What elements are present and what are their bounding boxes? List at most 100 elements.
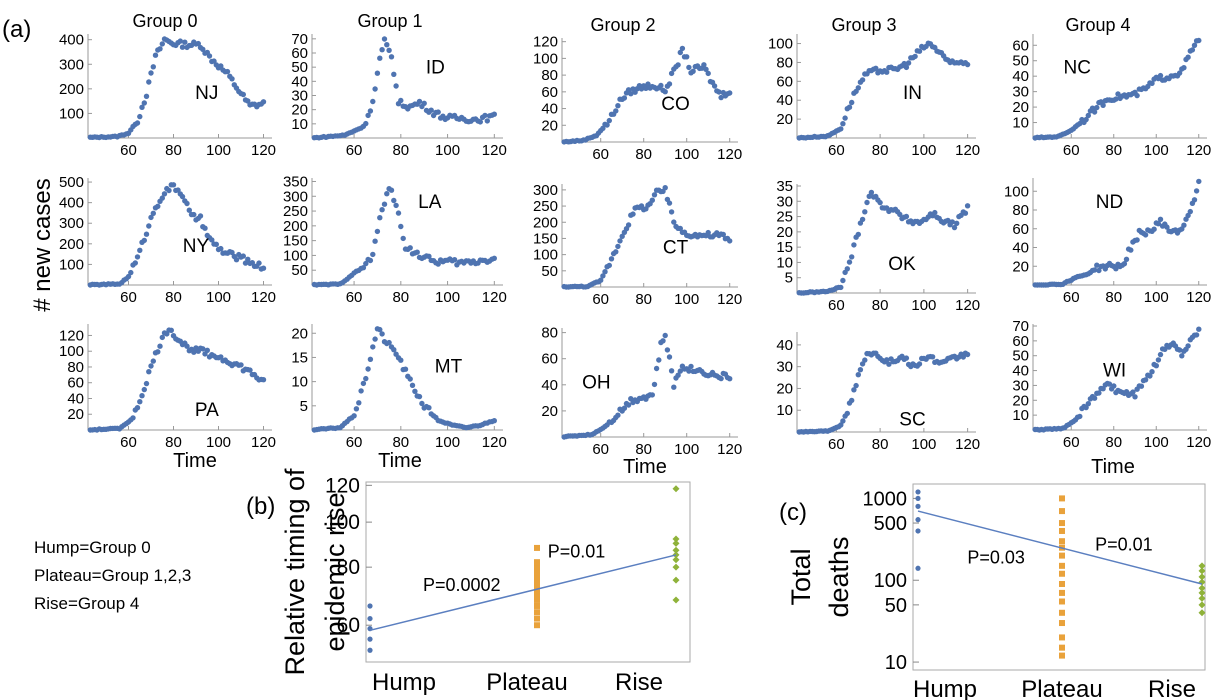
data-point [1077, 120, 1083, 127]
point-plateau [534, 615, 540, 622]
data-point [407, 376, 413, 382]
data-point [168, 327, 174, 333]
y-tick-label: 80 [541, 325, 558, 342]
y-tick-label: 250 [283, 203, 308, 220]
y-tick-label: 200 [59, 81, 84, 98]
data-point [150, 358, 156, 364]
data-point [1085, 401, 1092, 407]
state-label: MT [435, 357, 463, 378]
data-point [1185, 343, 1191, 349]
y-tick-label: 40 [541, 377, 558, 394]
x-tick-label: 60 [592, 291, 609, 308]
data-point [184, 343, 190, 349]
data-point [155, 349, 161, 355]
legend: Hump=Group 0 Plateau=Group 1,2,3 Rise=Gr… [34, 538, 191, 613]
data-point [677, 49, 683, 56]
data-point [1196, 178, 1202, 185]
data-point [916, 361, 923, 367]
data-point [155, 203, 161, 209]
point-plateau [1059, 562, 1065, 569]
x-tick-label: 80 [872, 297, 889, 314]
data-point [363, 375, 369, 382]
data-point [1142, 377, 1149, 383]
data-point [846, 104, 853, 110]
data-point [245, 256, 251, 262]
data-point [838, 422, 844, 428]
data-point [658, 82, 664, 89]
data-point [1113, 266, 1119, 272]
data-point [414, 249, 420, 255]
data-point [435, 261, 441, 267]
y-tick-label: 100 [59, 256, 84, 273]
data-point [964, 351, 971, 358]
y-tick-label: 80 [337, 556, 360, 579]
group-title: Group 4 [1065, 15, 1130, 35]
x-tick-label: 60 [346, 289, 363, 306]
data-point [1083, 116, 1089, 123]
data-point [416, 393, 423, 400]
data-point [630, 211, 636, 217]
y-tick-label: 200 [59, 236, 84, 253]
x-tick-label: 80 [1105, 289, 1122, 306]
data-point [374, 70, 381, 76]
point-hump [367, 615, 373, 622]
y-tick-label: 250 [533, 198, 558, 215]
data-point [903, 355, 910, 361]
point-plateau [1059, 538, 1065, 545]
point-plateau [534, 602, 540, 609]
data-point [412, 388, 418, 394]
state-label: NY [183, 236, 210, 257]
data-point [381, 201, 388, 207]
data-point [137, 247, 143, 253]
point-plateau [1059, 644, 1065, 651]
data-point [391, 347, 397, 353]
data-point [1132, 394, 1138, 400]
y-tick-label: 50 [1012, 53, 1029, 70]
y-tick-label: 30 [776, 359, 793, 376]
data-point [141, 386, 147, 393]
data-point [600, 273, 606, 279]
data-point [606, 117, 612, 124]
data-point [482, 112, 488, 119]
point-plateau [534, 544, 540, 551]
data-point [159, 195, 165, 201]
data-point [139, 393, 145, 399]
x-tick-label: 120 [955, 436, 980, 453]
y-tick-label: 60 [1012, 333, 1029, 350]
data-point [428, 107, 434, 113]
time-label-col1: Time [378, 450, 422, 472]
data-point [711, 83, 718, 89]
x-tick-label: 100 [435, 142, 460, 159]
x-tick-label: 120 [955, 297, 980, 314]
data-point [703, 66, 709, 73]
panel-label-c: (c) [779, 499, 807, 526]
data-point [649, 392, 655, 398]
group-title: Group 3 [831, 15, 896, 35]
data-point [1185, 54, 1191, 60]
x-tick-label: 100 [911, 297, 936, 314]
y-tick-label: 60 [291, 45, 308, 62]
data-point [379, 47, 385, 53]
data-point [912, 53, 918, 60]
data-point [491, 111, 497, 117]
y-axis-label-line2: epidemic rise [320, 492, 350, 651]
y-tick-label: 40 [1012, 240, 1029, 257]
data-point [260, 377, 267, 383]
data-point [161, 191, 168, 197]
data-point [705, 229, 711, 236]
data-point [1149, 369, 1155, 375]
data-point [857, 367, 864, 373]
data-point [662, 185, 668, 191]
y-tick-label: 5 [785, 270, 793, 287]
data-point [141, 100, 147, 106]
x-tick-label: 100 [206, 434, 231, 451]
y-tick-label: 20 [541, 403, 558, 420]
data-point [484, 118, 490, 124]
data-point [954, 220, 960, 226]
data-point [1113, 96, 1119, 102]
x-tick-label: 120 [717, 146, 742, 163]
data-point [671, 219, 677, 225]
point-rise [1198, 584, 1206, 592]
